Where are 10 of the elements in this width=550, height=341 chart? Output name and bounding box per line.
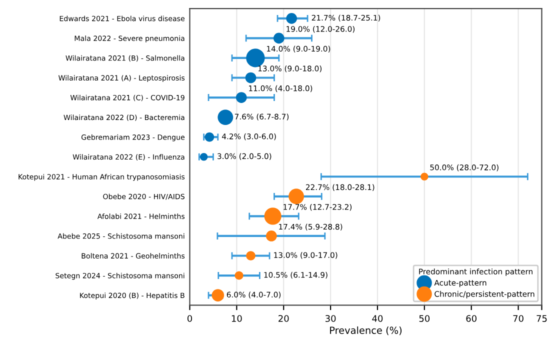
x-tick-label: 20 <box>278 315 289 322</box>
x-axis-title: Prevalence (%) <box>330 326 402 336</box>
x-tick-label: 70 <box>513 315 524 322</box>
x-tick-label: 30 <box>325 315 336 322</box>
x-tick-label: 40 <box>372 315 383 322</box>
x-tick-label: 60 <box>466 315 476 322</box>
x-tick-label: 10 <box>232 315 242 322</box>
x-tick-label: 50 <box>419 315 430 322</box>
x-tick-label: 0 <box>187 315 192 322</box>
x-tick-label: 75 <box>536 315 547 322</box>
